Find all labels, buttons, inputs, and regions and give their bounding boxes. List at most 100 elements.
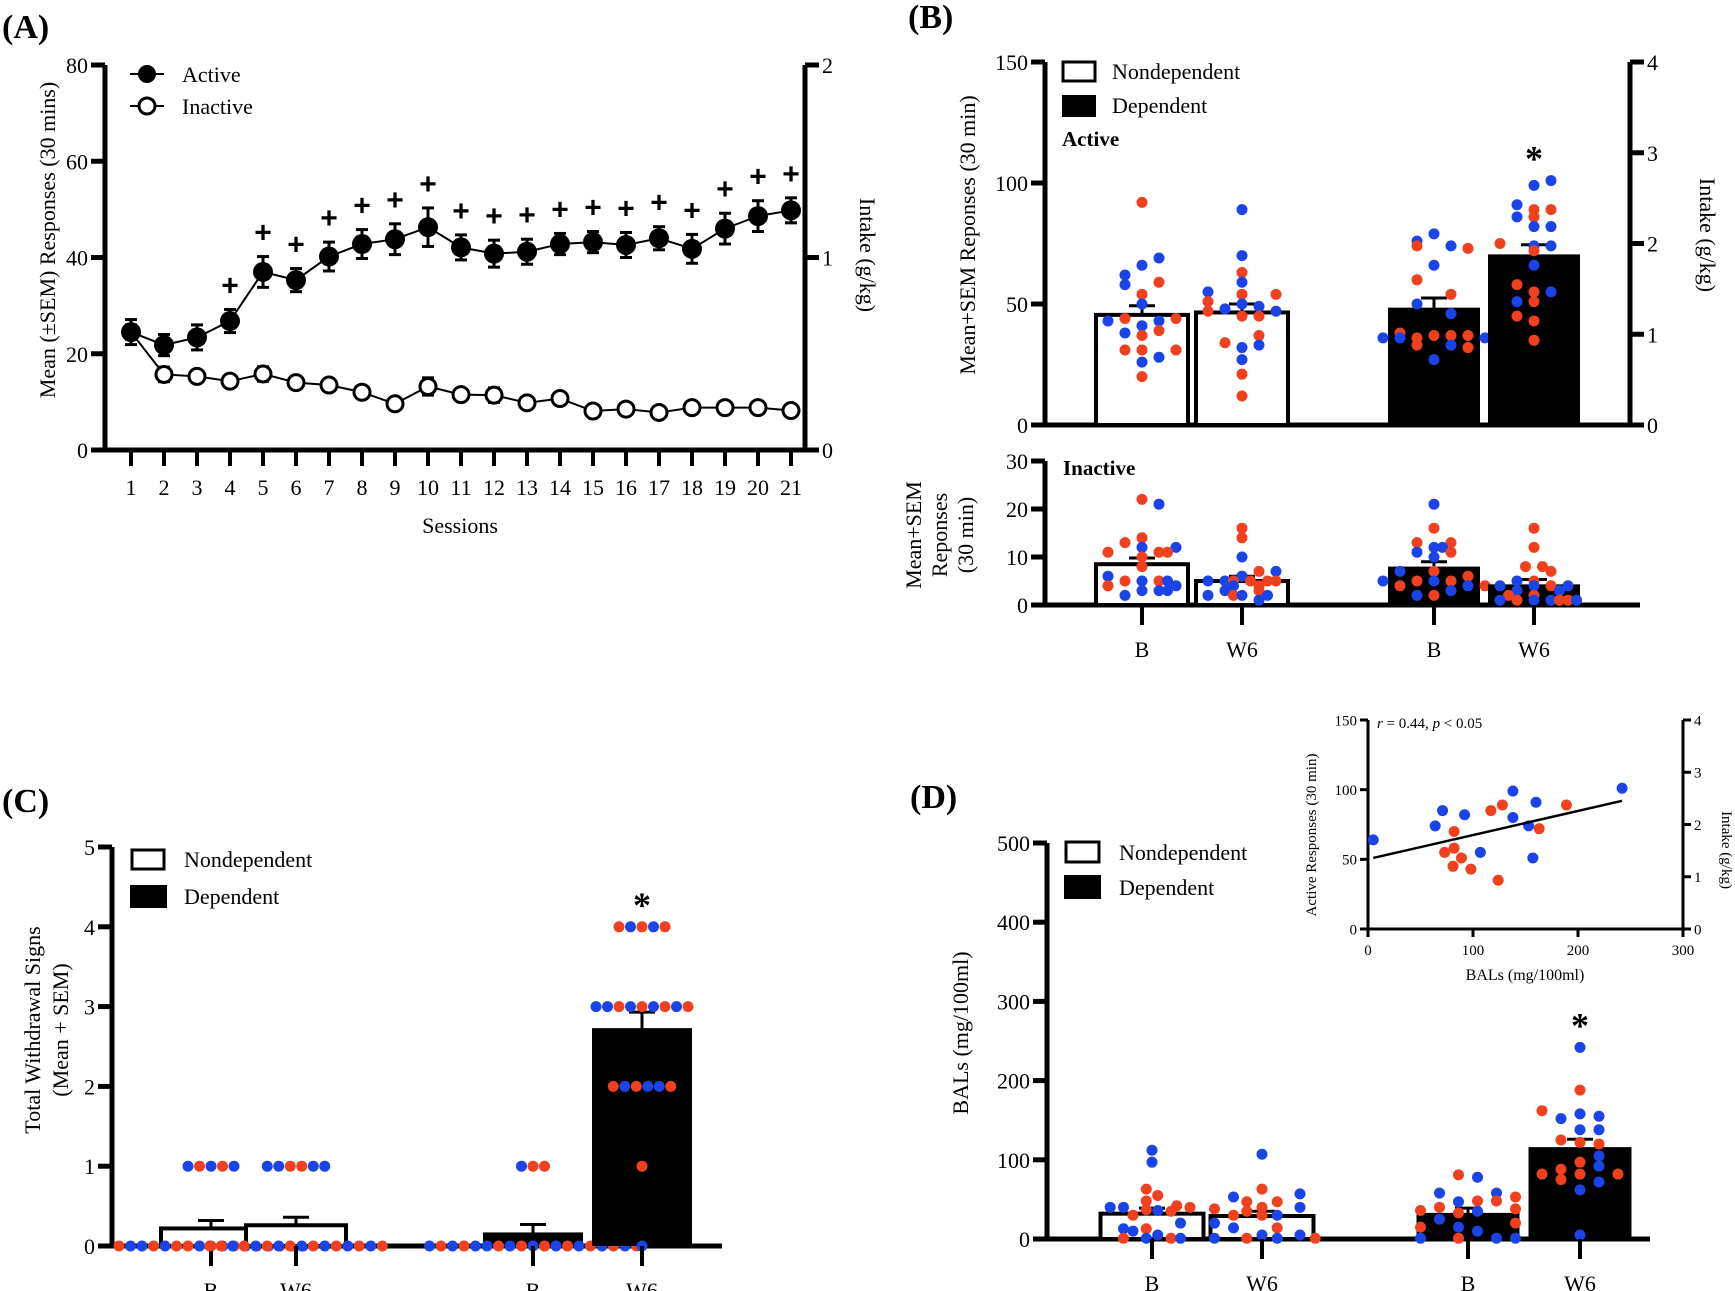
data-point <box>1118 1232 1129 1244</box>
data-point <box>1119 327 1131 339</box>
data-point <box>1294 1188 1306 1200</box>
data-point <box>1253 300 1265 312</box>
x-tick-label: 7 <box>324 475 335 500</box>
panel-a-line-chart: Mean (±SEM) Responses (30 mins) Intake (… <box>35 53 880 538</box>
data-point-active <box>154 335 174 356</box>
significance-plus: + <box>221 269 239 302</box>
data-point <box>1411 274 1423 286</box>
data-point <box>1136 356 1148 368</box>
legend-active-label: Active <box>182 62 241 87</box>
bar-dependent-b <box>1416 1212 1520 1239</box>
data-point <box>319 1240 331 1252</box>
data-point <box>1236 310 1248 322</box>
scatter-point <box>1533 823 1545 835</box>
data-point <box>1415 1221 1426 1233</box>
data-point <box>1140 1195 1152 1207</box>
data-point <box>204 1240 216 1252</box>
data-point <box>1209 1232 1220 1244</box>
data-point-inactive <box>385 394 405 414</box>
panel-c-legend: Nondependent Dependent <box>130 847 312 909</box>
y-tick-label: 60 <box>66 149 88 174</box>
data-point <box>1415 1204 1426 1216</box>
data-point <box>1394 332 1406 344</box>
significance-plus: + <box>749 161 767 194</box>
data-point <box>1219 575 1231 587</box>
y2-tick-label: 1 <box>1647 322 1658 347</box>
data-point <box>550 1240 562 1252</box>
data-point <box>1236 276 1248 288</box>
scatter-point <box>1616 782 1628 794</box>
scatter-point <box>1530 796 1542 808</box>
data-point <box>353 1240 365 1252</box>
y-tick-label: 150 <box>995 50 1028 75</box>
legend-nondependent-swatch <box>130 848 166 871</box>
data-point <box>1102 315 1114 327</box>
data-point <box>1494 594 1506 606</box>
data-point <box>307 1160 319 1172</box>
y-tick-label: 500 <box>997 831 1030 856</box>
legend-nondependent-label: Nondependent <box>184 847 312 872</box>
data-point <box>1536 1168 1548 1180</box>
data-point <box>1136 320 1148 332</box>
data-point <box>1593 1138 1605 1150</box>
x-tick-label: 3 <box>192 475 203 500</box>
data-point <box>1472 1171 1483 1183</box>
scatter-point <box>1496 799 1508 811</box>
data-point <box>642 1080 654 1092</box>
data-point <box>1453 1207 1464 1219</box>
data-point <box>1545 204 1557 216</box>
data-point <box>182 1160 194 1172</box>
data-point <box>1511 310 1523 322</box>
data-point <box>1152 1204 1164 1216</box>
data-point-inactive <box>484 385 504 405</box>
data-point <box>330 1240 342 1252</box>
data-point <box>1146 1144 1158 1156</box>
data-point <box>1153 252 1165 264</box>
y-tick-label: 5 <box>84 835 95 860</box>
scatter-point <box>1465 863 1477 875</box>
data-point <box>1555 1134 1567 1146</box>
data-point <box>1574 1084 1586 1096</box>
data-point <box>1127 1209 1139 1221</box>
panel-b-active-subtitle: Active <box>1062 127 1119 151</box>
scatter-point <box>1507 785 1519 797</box>
data-point <box>1528 315 1540 327</box>
scatter-point <box>1527 852 1539 864</box>
inset-x-tick-label: 0 <box>1364 943 1372 959</box>
data-point <box>113 1240 125 1252</box>
data-point <box>1271 1222 1283 1234</box>
data-point <box>238 1240 250 1252</box>
data-point <box>1574 1168 1586 1180</box>
inset-y-axis-title: Active Responses (30 min) <box>1304 754 1320 917</box>
data-point-active <box>748 206 768 227</box>
data-point <box>1119 589 1131 601</box>
data-point <box>171 1240 182 1252</box>
data-point <box>1140 1204 1152 1216</box>
data-point <box>1256 1209 1268 1221</box>
scatter-point <box>1455 852 1467 864</box>
data-point <box>1574 1136 1586 1148</box>
data-point-inactive <box>418 376 438 396</box>
data-point <box>1136 532 1148 544</box>
data-point <box>1528 221 1540 233</box>
data-point <box>284 1240 296 1252</box>
data-point <box>458 1240 470 1252</box>
data-point <box>1119 575 1131 587</box>
data-point <box>1170 580 1182 592</box>
y-tick-label: 40 <box>66 246 88 271</box>
data-point <box>1511 585 1523 597</box>
data-point <box>1377 332 1389 344</box>
y-tick-label: 300 <box>997 989 1030 1014</box>
data-point <box>659 921 671 933</box>
data-point <box>273 1160 285 1172</box>
legend-dependent-swatch <box>1064 875 1101 899</box>
data-point <box>296 1160 308 1172</box>
data-point <box>1136 259 1148 271</box>
data-point <box>1545 286 1557 298</box>
data-point <box>1574 1124 1586 1136</box>
data-point <box>1256 1229 1268 1241</box>
y2-tick-label: 0 <box>822 438 833 463</box>
panel-a-y-axis-title: Mean (±SEM) Responses (30 mins) <box>35 82 60 398</box>
inactive-ylabel-line-2: Reponses <box>927 493 952 577</box>
